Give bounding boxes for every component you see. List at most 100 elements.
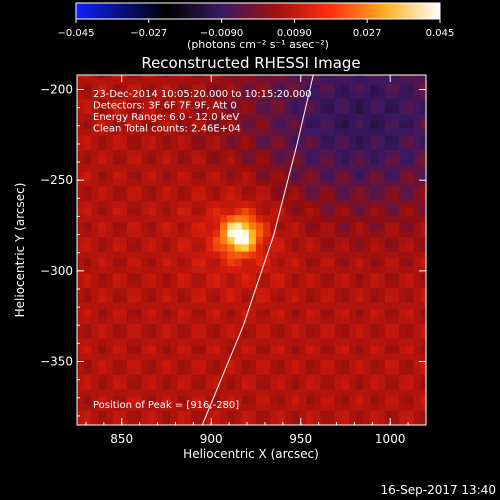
heatmap-cell: [170, 359, 178, 368]
heatmap-cell: [334, 113, 343, 121]
heatmap-cell: [220, 76, 228, 85]
heatmap-cell: [284, 330, 293, 339]
heatmap-cell: [341, 236, 350, 245]
heatmap-cell: [234, 345, 243, 354]
heatmap-cell: [205, 330, 214, 339]
heatmap-cell: [270, 316, 279, 325]
heatmap-cell: [306, 294, 314, 303]
heatmap-cell: [105, 149, 114, 158]
heatmap-cell: [105, 279, 114, 288]
heatmap-cell: [191, 294, 200, 303]
heatmap-cell: [313, 185, 322, 194]
heatmap-cell: [127, 403, 135, 412]
heatmap-cell: [91, 214, 100, 223]
heatmap-cell: [356, 337, 364, 346]
heatmap-cell: [220, 352, 228, 361]
heatmap-cell: [241, 388, 250, 397]
heatmap-cell: [141, 301, 150, 310]
heatmap-cell: [248, 120, 257, 129]
heatmap-cell: [191, 127, 200, 136]
heatmap-cell: [255, 250, 264, 259]
heatmap-cell: [91, 149, 100, 158]
heatmap-cell: [105, 337, 114, 346]
heatmap-cell: [162, 345, 171, 354]
heatmap-cell: [341, 250, 350, 259]
heatmap-cell: [127, 272, 135, 281]
heatmap-cell: [227, 120, 236, 129]
heatmap-cell: [334, 156, 343, 165]
heatmap-cell: [234, 236, 243, 245]
heatmap-cell: [291, 98, 300, 107]
heatmap-cell: [119, 287, 128, 296]
heatmap-cell: [391, 113, 400, 121]
heatmap-cell: [84, 359, 92, 368]
heatmap-cell: [384, 163, 393, 172]
heatmap-cell: [384, 185, 393, 194]
heatmap-cell: [205, 207, 214, 216]
heatmap-cell: [377, 388, 386, 397]
heatmap-cell: [162, 221, 171, 230]
heatmap-cell: [227, 294, 236, 303]
heatmap-cell: [191, 113, 200, 121]
heatmap-cell: [291, 366, 300, 375]
heatmap-cell: [148, 381, 157, 390]
heatmap-cell: [177, 323, 185, 332]
heatmap-cell: [334, 236, 343, 245]
heatmap-cell: [77, 214, 85, 223]
heatmap-cell: [420, 134, 426, 143]
heatmap-cell: [91, 403, 100, 412]
heatmap-cell: [127, 352, 135, 361]
heatmap-cell: [112, 301, 121, 310]
heatmap-cell: [370, 294, 379, 303]
heatmap-cell: [177, 84, 185, 92]
heatmap-cell: [98, 105, 107, 114]
heatmap-cell: [327, 75, 336, 78]
heatmap-cell: [148, 120, 157, 129]
heatmap-cell: [298, 171, 307, 179]
heatmap-cell: [306, 163, 314, 172]
heatmap-cell: [291, 142, 300, 150]
heatmap-cell: [248, 337, 257, 346]
heatmap-cell: [127, 76, 135, 85]
heatmap-cell: [162, 287, 171, 296]
heatmap-cell: [213, 171, 221, 179]
heatmap-cell: [234, 149, 243, 158]
heatmap-cell: [77, 178, 85, 187]
heatmap-cell: [77, 417, 85, 425]
heatmap-cell: [334, 75, 343, 78]
heatmap-cell: [377, 330, 386, 339]
heatmap-cell: [263, 113, 271, 121]
heatmap-cell: [141, 250, 150, 259]
heatmap-cell: [227, 265, 236, 274]
heatmap-cell: [213, 142, 221, 150]
heatmap-cell: [377, 185, 386, 194]
heatmap-cell: [363, 236, 372, 245]
heatmap-cell: [198, 214, 207, 223]
heatmap-cell: [406, 250, 415, 259]
heatmap-cell: [384, 113, 393, 121]
colorbar-tick-label: −0.045: [57, 28, 94, 39]
heatmap-cell: [177, 301, 185, 310]
heatmap-cell: [112, 410, 121, 419]
heatmap-cell: [205, 163, 214, 172]
heatmap-cell: [263, 178, 271, 187]
footer-timestamp: 16-Sep-2017 13:40: [381, 483, 496, 497]
heatmap-cell: [399, 395, 407, 404]
heatmap-cell: [291, 178, 300, 187]
heatmap-cell: [184, 294, 193, 303]
heatmap-cell: [148, 395, 157, 404]
heatmap-cell: [84, 265, 92, 274]
heatmap-cell: [98, 120, 107, 129]
heatmap-cell: [377, 120, 386, 129]
heatmap-cell: [413, 403, 422, 412]
heatmap-cell: [191, 308, 200, 317]
heatmap-cell: [420, 323, 426, 332]
heatmap-cell: [391, 410, 400, 419]
heatmap-cell: [241, 185, 250, 194]
heatmap-cell: [399, 243, 407, 252]
heatmap-cell: [255, 156, 264, 165]
heatmap-cell: [119, 214, 128, 223]
heatmap-cell: [134, 149, 143, 158]
heatmap-cell: [255, 366, 264, 375]
heatmap-cell: [119, 243, 128, 252]
